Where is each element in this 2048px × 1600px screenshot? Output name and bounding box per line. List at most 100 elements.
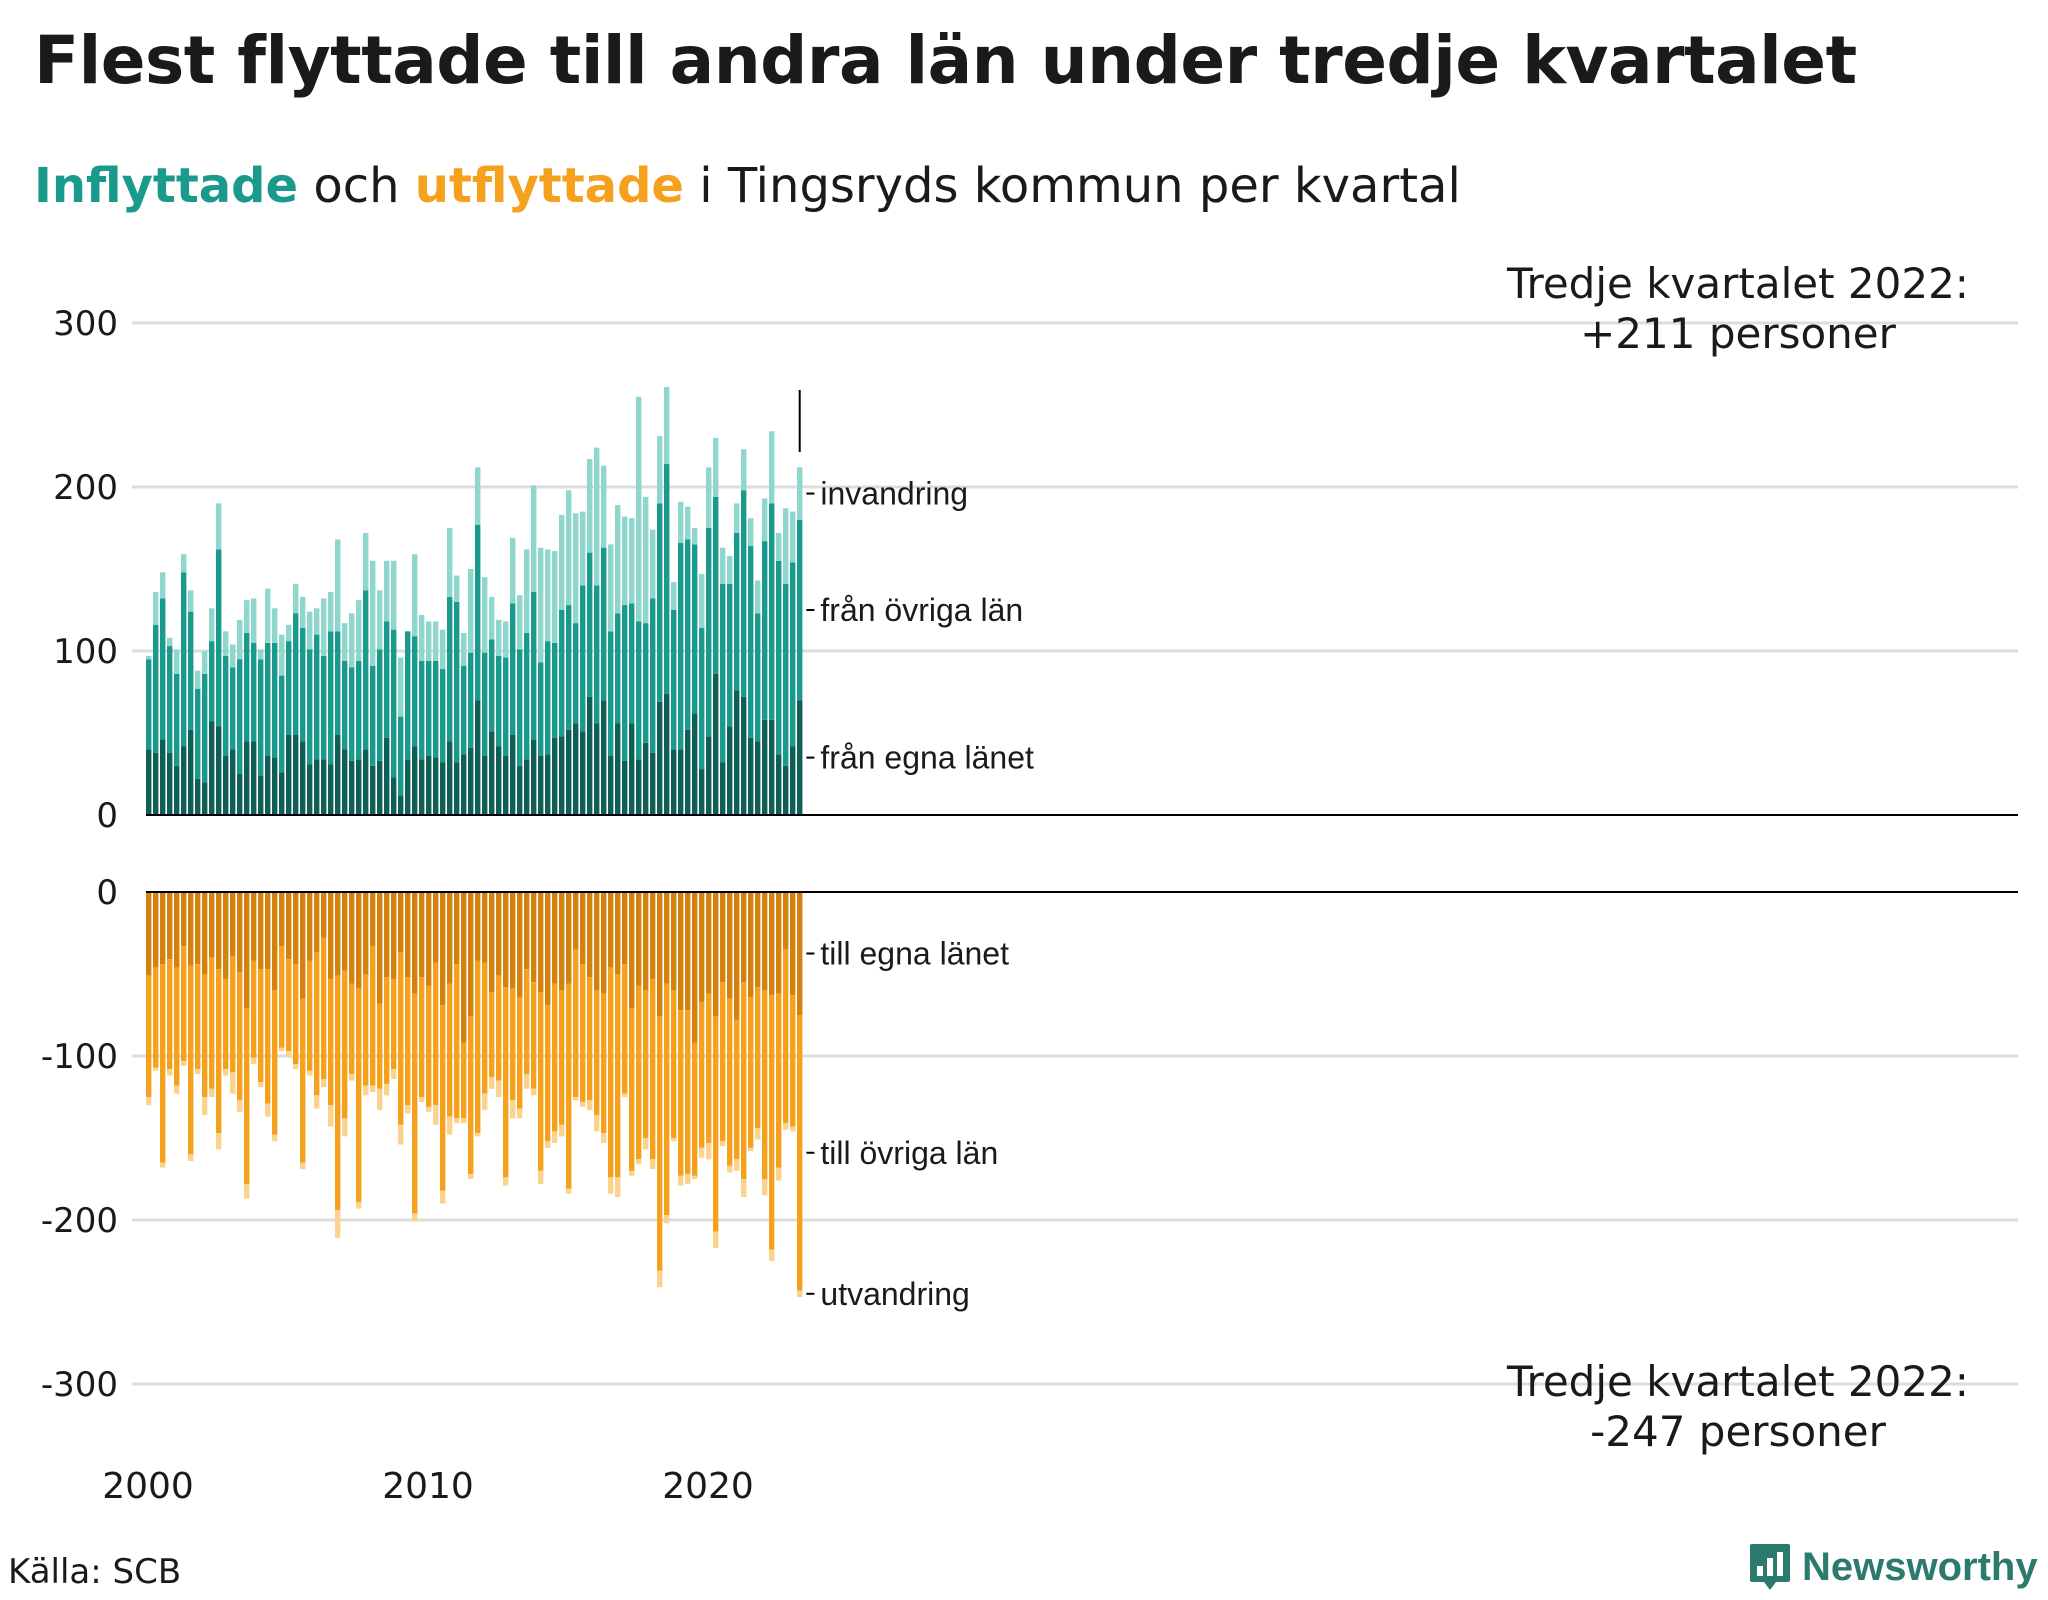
bar-in-1-58 — [552, 642, 558, 738]
bar-in-2-91 — [783, 508, 789, 584]
bar-out-0-72 — [650, 892, 656, 979]
bar-in-2-24 — [314, 608, 320, 635]
bar-in-1-52 — [510, 603, 516, 735]
bar-out-2-16 — [258, 1082, 264, 1088]
bar-in-1-23 — [307, 649, 313, 765]
bar-out-2-8 — [202, 1097, 208, 1116]
bar-out-1-58 — [552, 983, 558, 1132]
bar-out-1-85 — [741, 982, 747, 1179]
bar-out-2-81 — [713, 1231, 719, 1248]
bar-in-2-36 — [398, 657, 404, 717]
bar-out-1-73 — [657, 1016, 663, 1271]
bar-out-1-66 — [608, 967, 614, 1178]
bar-out-2-85 — [741, 1179, 747, 1198]
bar-in-1-67 — [615, 613, 621, 724]
bar-in-2-70 — [636, 396, 642, 622]
bar-in-0-71 — [643, 742, 649, 815]
bar-out-1-81 — [713, 1016, 719, 1232]
bar-out-1-68 — [622, 964, 628, 1094]
bars-inflyttade — [146, 386, 803, 815]
bar-out-0-52 — [510, 892, 516, 989]
bar-out-0-57 — [545, 892, 551, 1006]
bar-in-1-50 — [496, 655, 502, 747]
bar-in-1-16 — [258, 659, 264, 776]
bar-in-1-0 — [146, 659, 152, 750]
bar-out-0-20 — [286, 892, 292, 960]
bar-out-2-2 — [160, 1162, 166, 1168]
bar-in-2-62 — [580, 511, 586, 586]
bar-in-0-22 — [300, 741, 306, 815]
bar-out-1-2 — [160, 964, 166, 1163]
bar-in-1-30 — [356, 660, 362, 760]
bar-in-2-30 — [356, 600, 362, 661]
bar-in-1-75 — [671, 610, 677, 750]
bar-out-1-33 — [377, 1003, 383, 1089]
bar-out-1-42 — [440, 1005, 446, 1191]
bar-out-0-40 — [426, 892, 432, 986]
bar-in-2-11 — [223, 631, 229, 656]
bar-out-0-91 — [783, 892, 789, 950]
bar-in-1-43 — [447, 596, 453, 742]
bar-out-2-54 — [524, 1074, 530, 1089]
bar-in-2-46 — [468, 569, 474, 653]
bar-out-2-35 — [391, 1069, 397, 1079]
bar-in-1-82 — [720, 583, 726, 763]
bar-in-1-34 — [384, 621, 390, 738]
bar-out-2-7 — [195, 1069, 201, 1075]
bar-out-0-62 — [580, 892, 586, 965]
bar-in-1-36 — [398, 716, 404, 796]
bar-out-2-63 — [587, 1100, 593, 1111]
bar-in-2-2 — [160, 572, 166, 599]
bar-in-1-70 — [636, 621, 642, 760]
bar-out-2-19 — [279, 1047, 285, 1052]
bar-in-1-86 — [748, 546, 754, 738]
bar-in-0-47 — [475, 700, 481, 815]
bar-in-2-14 — [244, 600, 250, 633]
bar-in-2-15 — [251, 598, 257, 643]
bar-in-2-41 — [433, 621, 439, 661]
bar-out-2-86 — [748, 1147, 754, 1152]
bar-out-2-72 — [650, 1159, 656, 1170]
bar-out-0-34 — [384, 892, 390, 978]
bar-in-1-15 — [251, 642, 257, 742]
bar-in-2-88 — [762, 498, 768, 542]
bar-in-1-63 — [587, 552, 593, 697]
bar-in-0-20 — [286, 734, 292, 815]
bar-out-1-9 — [209, 957, 215, 1089]
bar-out-0-71 — [643, 892, 649, 991]
bar-in-1-59 — [559, 610, 565, 737]
bar-in-2-17 — [265, 588, 271, 643]
bar-out-1-32 — [370, 946, 376, 1086]
x-tick-2010: 2010 — [382, 1466, 474, 1507]
bar-out-0-68 — [622, 892, 628, 965]
bar-out-2-51 — [503, 1177, 509, 1186]
bar-out-1-22 — [300, 998, 306, 1163]
bar-out-0-76 — [678, 892, 684, 1011]
y-tick-out--200: -200 — [41, 1201, 118, 1241]
bar-out-1-11 — [223, 978, 229, 1070]
bar-out-1-69 — [629, 1008, 635, 1171]
brand-name: Newsworthy — [1802, 1544, 2038, 1589]
bar-out-2-28 — [342, 1118, 348, 1137]
series-label-out-0: till egna länet — [820, 936, 1009, 972]
bar-out-1-65 — [601, 993, 607, 1134]
bar-out-0-29 — [349, 892, 355, 984]
bar-in-0-74 — [664, 693, 670, 815]
bar-in-2-35 — [391, 560, 397, 630]
bar-out-0-49 — [489, 892, 495, 993]
bar-out-1-76 — [678, 1010, 684, 1176]
bar-out-2-45 — [461, 1118, 467, 1124]
bar-in-0-26 — [328, 764, 334, 815]
bar-in-1-73 — [657, 503, 663, 702]
bar-in-1-93 — [797, 519, 803, 701]
bar-out-0-81 — [713, 892, 719, 1017]
bar-in-2-93 — [797, 467, 803, 520]
bar-in-2-77 — [685, 506, 691, 540]
bar-in-0-32 — [370, 765, 376, 815]
bar-out-1-92 — [790, 995, 796, 1127]
bar-in-2-60 — [566, 490, 572, 606]
bar-in-1-61 — [573, 623, 579, 724]
bar-in-2-47 — [475, 467, 481, 525]
bar-out-0-83 — [727, 892, 733, 999]
bar-in-1-72 — [650, 598, 656, 753]
